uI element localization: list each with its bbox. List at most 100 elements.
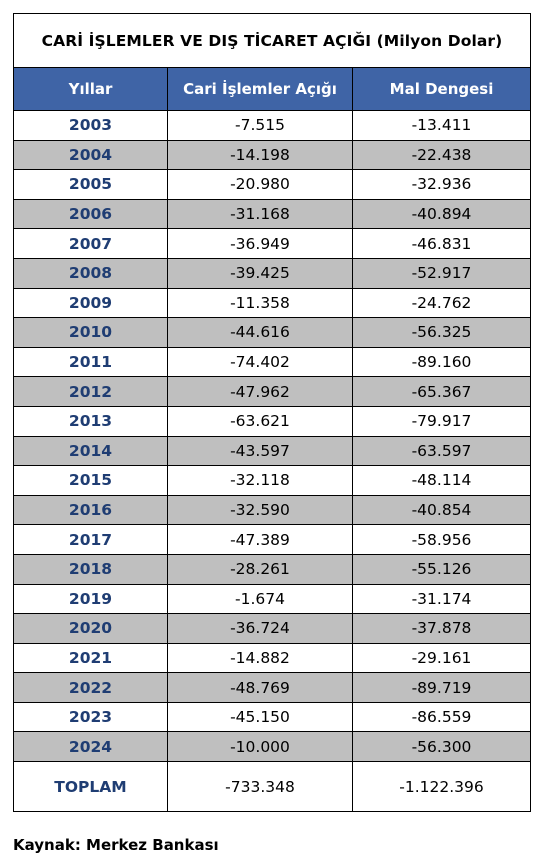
table-row: 2007 -36.949 -46.831 — [13, 228, 532, 259]
table-row: 2015 -32.118 -48.114 — [13, 465, 532, 496]
year-cell: 2011 — [13, 346, 168, 378]
table-row: 2024 -10.000 -56.300 — [13, 731, 532, 763]
current-account-cell: -39.425 — [167, 257, 353, 289]
current-account-cell: -7.515 — [167, 110, 353, 141]
total-current-account: -733.348 — [167, 761, 353, 813]
goods-balance-cell: -48.114 — [351, 465, 532, 496]
table-row: 2013 -63.621 -79.917 — [13, 405, 532, 437]
current-account-cell: -10.000 — [167, 731, 353, 763]
table-row: 2014 -43.597 -63.597 — [13, 435, 532, 467]
year-cell: 2010 — [13, 317, 168, 348]
year-cell: 2015 — [13, 465, 168, 496]
goods-balance-cell: -29.161 — [351, 642, 532, 674]
year-cell: 2017 — [13, 524, 168, 555]
table-row: 2010 -44.616 -56.325 — [13, 317, 532, 348]
goods-balance-cell: -63.597 — [351, 435, 532, 467]
goods-balance-cell: -40.854 — [351, 494, 532, 526]
goods-balance-cell: -55.126 — [351, 553, 532, 585]
header-goods-balance: Mal Dengesi — [351, 67, 532, 111]
year-cell: 2024 — [13, 731, 168, 763]
total-goods-balance: -1.122.396 — [351, 761, 532, 813]
current-account-cell: -28.261 — [167, 553, 353, 585]
table-row: 2011 -74.402 -89.160 — [13, 346, 532, 378]
table-row: 2003 -7.515 -13.411 — [13, 110, 532, 141]
year-cell: 2009 — [13, 287, 168, 319]
goods-balance-cell: -37.878 — [351, 613, 532, 644]
total-row: TOPLAM -733.348 -1.122.396 — [13, 761, 532, 813]
year-cell: 2021 — [13, 642, 168, 674]
current-account-cell: -20.980 — [167, 169, 353, 200]
current-account-cell: -14.198 — [167, 139, 353, 171]
year-cell: 2003 — [13, 110, 168, 141]
year-cell: 2007 — [13, 228, 168, 259]
goods-balance-cell: -58.956 — [351, 524, 532, 555]
current-account-cell: -14.882 — [167, 642, 353, 674]
table-row: 2009 -11.358 -24.762 — [13, 287, 532, 319]
year-cell: 2006 — [13, 198, 168, 230]
year-cell: 2008 — [13, 257, 168, 289]
year-cell: 2022 — [13, 672, 168, 703]
goods-balance-cell: -79.917 — [351, 405, 532, 437]
table-row: 2018 -28.261 -55.126 — [13, 553, 532, 585]
current-account-cell: -44.616 — [167, 317, 353, 348]
goods-balance-cell: -56.325 — [351, 317, 532, 348]
goods-balance-cell: -89.719 — [351, 672, 532, 703]
table-row: 2008 -39.425 -52.917 — [13, 257, 532, 289]
goods-balance-cell: -52.917 — [351, 257, 532, 289]
year-cell: 2016 — [13, 494, 168, 526]
current-account-cell: -32.590 — [167, 494, 353, 526]
table-row: 2017 -47.389 -58.956 — [13, 524, 532, 555]
total-label: TOPLAM — [13, 761, 168, 813]
goods-balance-cell: -32.936 — [351, 169, 532, 200]
goods-balance-cell: -13.411 — [351, 110, 532, 141]
year-cell: 2019 — [13, 583, 168, 615]
current-account-cell: -43.597 — [167, 435, 353, 467]
table-row: 2004 -14.198 -22.438 — [13, 139, 532, 171]
current-account-cell: -1.674 — [167, 583, 353, 615]
current-account-cell: -45.150 — [167, 701, 353, 733]
deficit-table: CARİ İŞLEMLER VE DIŞ TİCARET AÇIĞI (Mily… — [12, 13, 532, 813]
table-title: CARİ İŞLEMLER VE DIŞ TİCARET AÇIĞI (Mily… — [12, 13, 532, 68]
goods-balance-cell: -56.300 — [351, 731, 532, 763]
year-cell: 2014 — [13, 435, 168, 467]
table-row: 2016 -32.590 -40.854 — [13, 494, 532, 526]
year-cell: 2020 — [13, 613, 168, 644]
table-row: 2022 -48.769 -89.719 — [13, 672, 532, 703]
table-row: 2006 -31.168 -40.894 — [13, 198, 532, 230]
current-account-cell: -47.389 — [167, 524, 353, 555]
table-row: 2021 -14.882 -29.161 — [13, 642, 532, 674]
year-cell: 2023 — [13, 701, 168, 733]
header-current-account-deficit: Cari İşlemler Açığı — [167, 67, 353, 111]
title-row: CARİ İŞLEMLER VE DIŞ TİCARET AÇIĞI (Mily… — [12, 13, 532, 68]
year-cell: 2013 — [13, 405, 168, 437]
table-row: 2023 -45.150 -86.559 — [13, 701, 532, 733]
year-cell: 2018 — [13, 553, 168, 585]
current-account-cell: -63.621 — [167, 405, 353, 437]
current-account-cell: -48.769 — [167, 672, 353, 703]
current-account-cell: -74.402 — [167, 346, 353, 378]
year-cell: 2004 — [13, 139, 168, 171]
source-note: Kaynak: Merkez Bankası — [13, 836, 219, 854]
current-account-cell: -36.949 — [167, 228, 353, 259]
table-row: 2019 -1.674 -31.174 — [13, 583, 532, 615]
goods-balance-cell: -86.559 — [351, 701, 532, 733]
header-row: Yıllar Cari İşlemler Açığı Mal Dengesi — [13, 67, 532, 111]
goods-balance-cell: -40.894 — [351, 198, 532, 230]
current-account-cell: -31.168 — [167, 198, 353, 230]
goods-balance-cell: -65.367 — [351, 376, 532, 407]
current-account-cell: -36.724 — [167, 613, 353, 644]
goods-balance-cell: -22.438 — [351, 139, 532, 171]
table-row: 2012 -47.962 -65.367 — [13, 376, 532, 407]
current-account-cell: -11.358 — [167, 287, 353, 319]
table-row: 2005 -20.980 -32.936 — [13, 169, 532, 200]
table-row: 2020 -36.724 -37.878 — [13, 613, 532, 644]
current-account-cell: -32.118 — [167, 465, 353, 496]
goods-balance-cell: -24.762 — [351, 287, 532, 319]
year-cell: 2005 — [13, 169, 168, 200]
goods-balance-cell: -46.831 — [351, 228, 532, 259]
goods-balance-cell: -89.160 — [351, 346, 532, 378]
current-account-cell: -47.962 — [167, 376, 353, 407]
goods-balance-cell: -31.174 — [351, 583, 532, 615]
year-cell: 2012 — [13, 376, 168, 407]
header-years: Yıllar — [13, 67, 168, 111]
